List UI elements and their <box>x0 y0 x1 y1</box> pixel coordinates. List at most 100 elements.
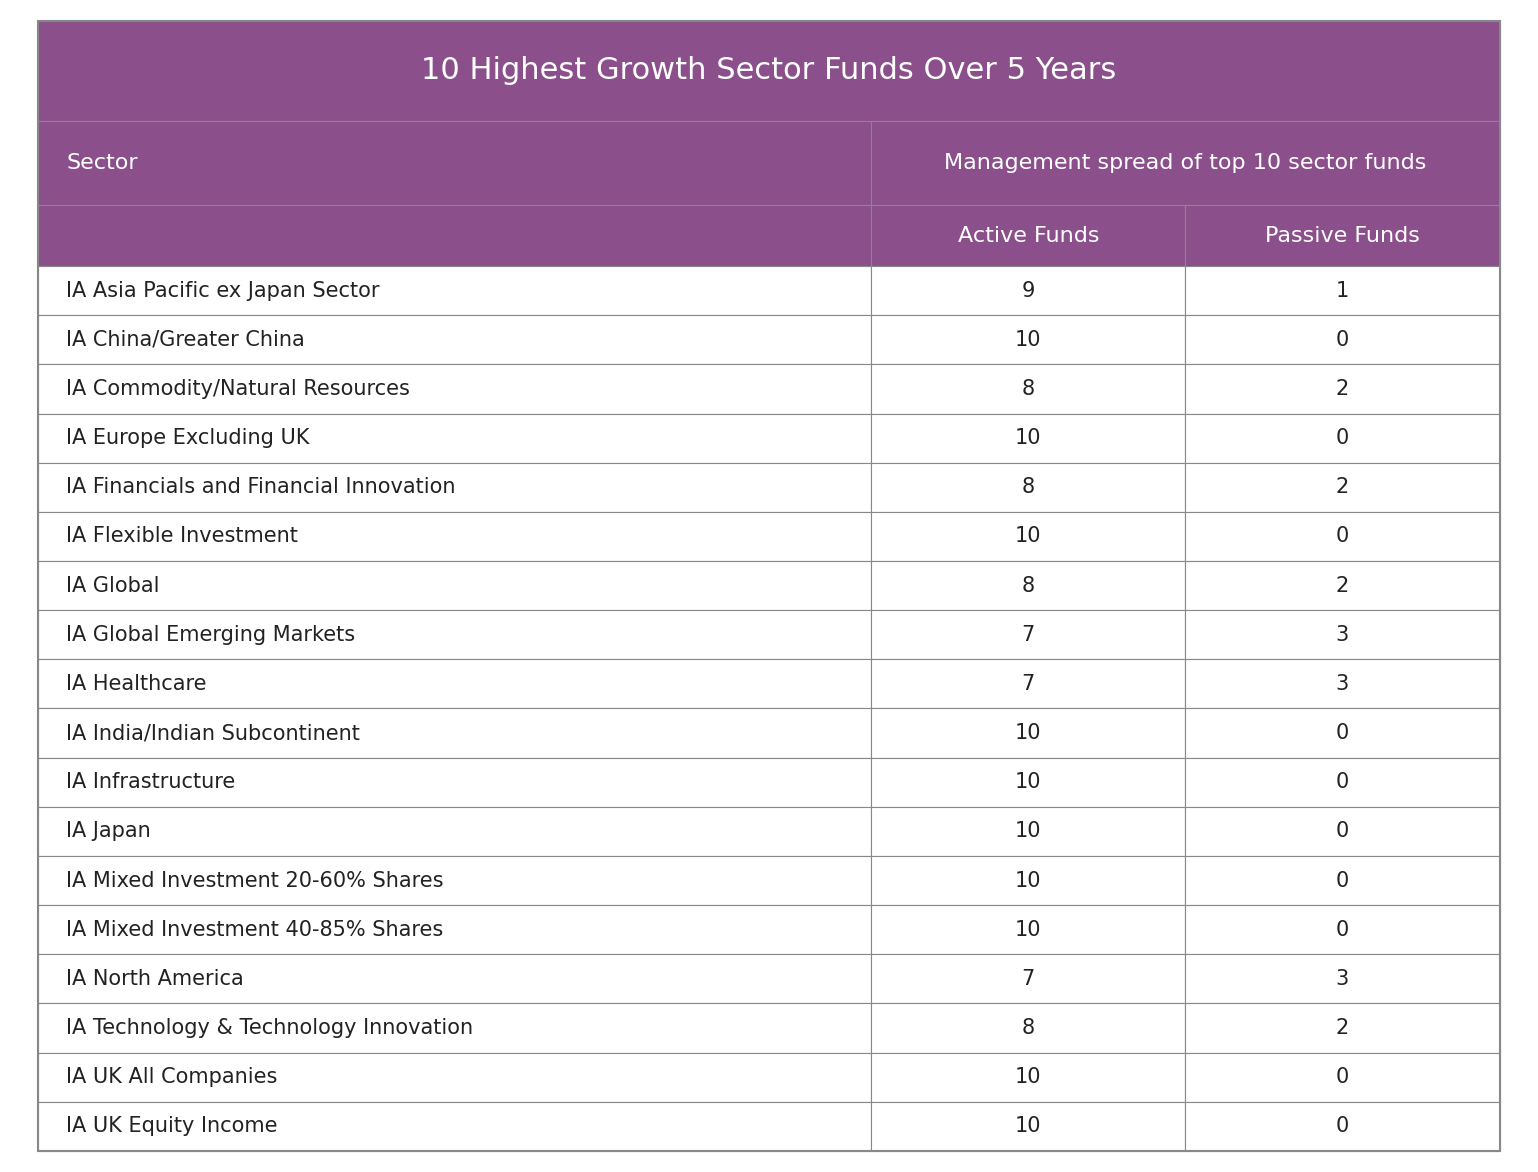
Text: IA Europe Excluding UK: IA Europe Excluding UK <box>66 428 309 448</box>
Text: 10: 10 <box>1015 772 1041 792</box>
Bar <box>1186 660 1500 708</box>
Bar <box>871 205 1186 266</box>
Bar <box>38 1052 871 1102</box>
Bar <box>871 315 1186 364</box>
Text: Sector: Sector <box>66 152 138 173</box>
Bar <box>871 121 1500 205</box>
Text: IA China/Greater China: IA China/Greater China <box>66 329 305 349</box>
Text: 10: 10 <box>1015 526 1041 546</box>
Text: 10: 10 <box>1015 1068 1041 1088</box>
Text: 10: 10 <box>1015 329 1041 349</box>
Text: Active Funds: Active Funds <box>958 225 1100 246</box>
Text: 10: 10 <box>1015 871 1041 891</box>
Bar <box>871 611 1186 660</box>
Bar <box>1186 364 1500 414</box>
Text: 0: 0 <box>1337 920 1349 940</box>
Bar <box>1186 414 1500 463</box>
Bar <box>38 856 871 905</box>
Bar <box>871 660 1186 708</box>
Bar <box>38 414 871 463</box>
Text: Passive Funds: Passive Funds <box>1266 225 1420 246</box>
Text: 8: 8 <box>1021 575 1035 595</box>
Bar <box>871 856 1186 905</box>
Text: IA UK Equity Income: IA UK Equity Income <box>66 1116 278 1137</box>
Text: 8: 8 <box>1021 1018 1035 1038</box>
Text: 10: 10 <box>1015 822 1041 841</box>
Bar <box>871 1003 1186 1052</box>
Text: Management spread of top 10 sector funds: Management spread of top 10 sector funds <box>944 152 1427 173</box>
Bar <box>871 757 1186 806</box>
Text: 0: 0 <box>1337 329 1349 349</box>
Text: IA Flexible Investment: IA Flexible Investment <box>66 526 298 546</box>
Text: 0: 0 <box>1337 1116 1349 1137</box>
Bar <box>871 708 1186 757</box>
Bar <box>871 414 1186 463</box>
Text: IA Mixed Investment 20-60% Shares: IA Mixed Investment 20-60% Shares <box>66 871 443 891</box>
Text: 10: 10 <box>1015 723 1041 743</box>
Text: 10 Highest Growth Sector Funds Over 5 Years: 10 Highest Growth Sector Funds Over 5 Ye… <box>421 56 1117 86</box>
Text: IA Financials and Financial Innovation: IA Financials and Financial Innovation <box>66 477 455 497</box>
Bar <box>1186 561 1500 611</box>
Text: 3: 3 <box>1337 674 1349 694</box>
Text: IA Global Emerging Markets: IA Global Emerging Markets <box>66 625 355 645</box>
Text: 0: 0 <box>1337 428 1349 448</box>
Bar <box>38 364 871 414</box>
Text: IA Japan: IA Japan <box>66 822 151 841</box>
Bar <box>1186 708 1500 757</box>
Bar <box>38 205 871 266</box>
Bar <box>871 1052 1186 1102</box>
Bar <box>1186 205 1500 266</box>
Text: IA Asia Pacific ex Japan Sector: IA Asia Pacific ex Japan Sector <box>66 280 380 301</box>
Text: 0: 0 <box>1337 822 1349 841</box>
Bar <box>1186 856 1500 905</box>
Bar <box>871 1102 1186 1151</box>
Text: IA Infrastructure: IA Infrastructure <box>66 772 235 792</box>
Bar <box>871 266 1186 315</box>
Bar <box>1186 1102 1500 1151</box>
Bar <box>38 121 871 205</box>
Text: 0: 0 <box>1337 871 1349 891</box>
Bar <box>1186 266 1500 315</box>
Text: 2: 2 <box>1337 1018 1349 1038</box>
Text: IA India/Indian Subcontinent: IA India/Indian Subcontinent <box>66 723 360 743</box>
Text: IA Technology & Technology Innovation: IA Technology & Technology Innovation <box>66 1018 474 1038</box>
Text: 7: 7 <box>1021 969 1035 989</box>
Bar <box>38 611 871 660</box>
Bar <box>38 905 871 954</box>
Bar <box>1186 1052 1500 1102</box>
Text: IA Commodity/Natural Resources: IA Commodity/Natural Resources <box>66 379 411 398</box>
Bar <box>38 512 871 561</box>
Bar <box>38 708 871 757</box>
Text: IA Mixed Investment 40-85% Shares: IA Mixed Investment 40-85% Shares <box>66 920 443 940</box>
Bar <box>38 757 871 806</box>
Text: 0: 0 <box>1337 526 1349 546</box>
Text: 0: 0 <box>1337 723 1349 743</box>
Bar <box>871 512 1186 561</box>
Text: 0: 0 <box>1337 1068 1349 1088</box>
Text: 3: 3 <box>1337 969 1349 989</box>
Bar <box>871 364 1186 414</box>
Bar <box>1186 463 1500 512</box>
Text: IA Global: IA Global <box>66 575 160 595</box>
Bar <box>871 463 1186 512</box>
Bar <box>38 266 871 315</box>
Text: 10: 10 <box>1015 1116 1041 1137</box>
Text: IA UK All Companies: IA UK All Companies <box>66 1068 277 1088</box>
Text: 10: 10 <box>1015 428 1041 448</box>
Text: 3: 3 <box>1337 625 1349 645</box>
Text: 10: 10 <box>1015 920 1041 940</box>
Text: IA North America: IA North America <box>66 969 245 989</box>
Text: 2: 2 <box>1337 575 1349 595</box>
Text: 9: 9 <box>1021 280 1035 301</box>
Bar <box>871 806 1186 856</box>
Text: 8: 8 <box>1021 477 1035 497</box>
Bar <box>38 660 871 708</box>
Bar <box>38 954 871 1003</box>
Bar <box>38 463 871 512</box>
Text: 2: 2 <box>1337 379 1349 398</box>
Bar <box>38 1003 871 1052</box>
Text: 2: 2 <box>1337 477 1349 497</box>
Bar <box>1186 512 1500 561</box>
Text: 7: 7 <box>1021 625 1035 645</box>
Text: 7: 7 <box>1021 674 1035 694</box>
